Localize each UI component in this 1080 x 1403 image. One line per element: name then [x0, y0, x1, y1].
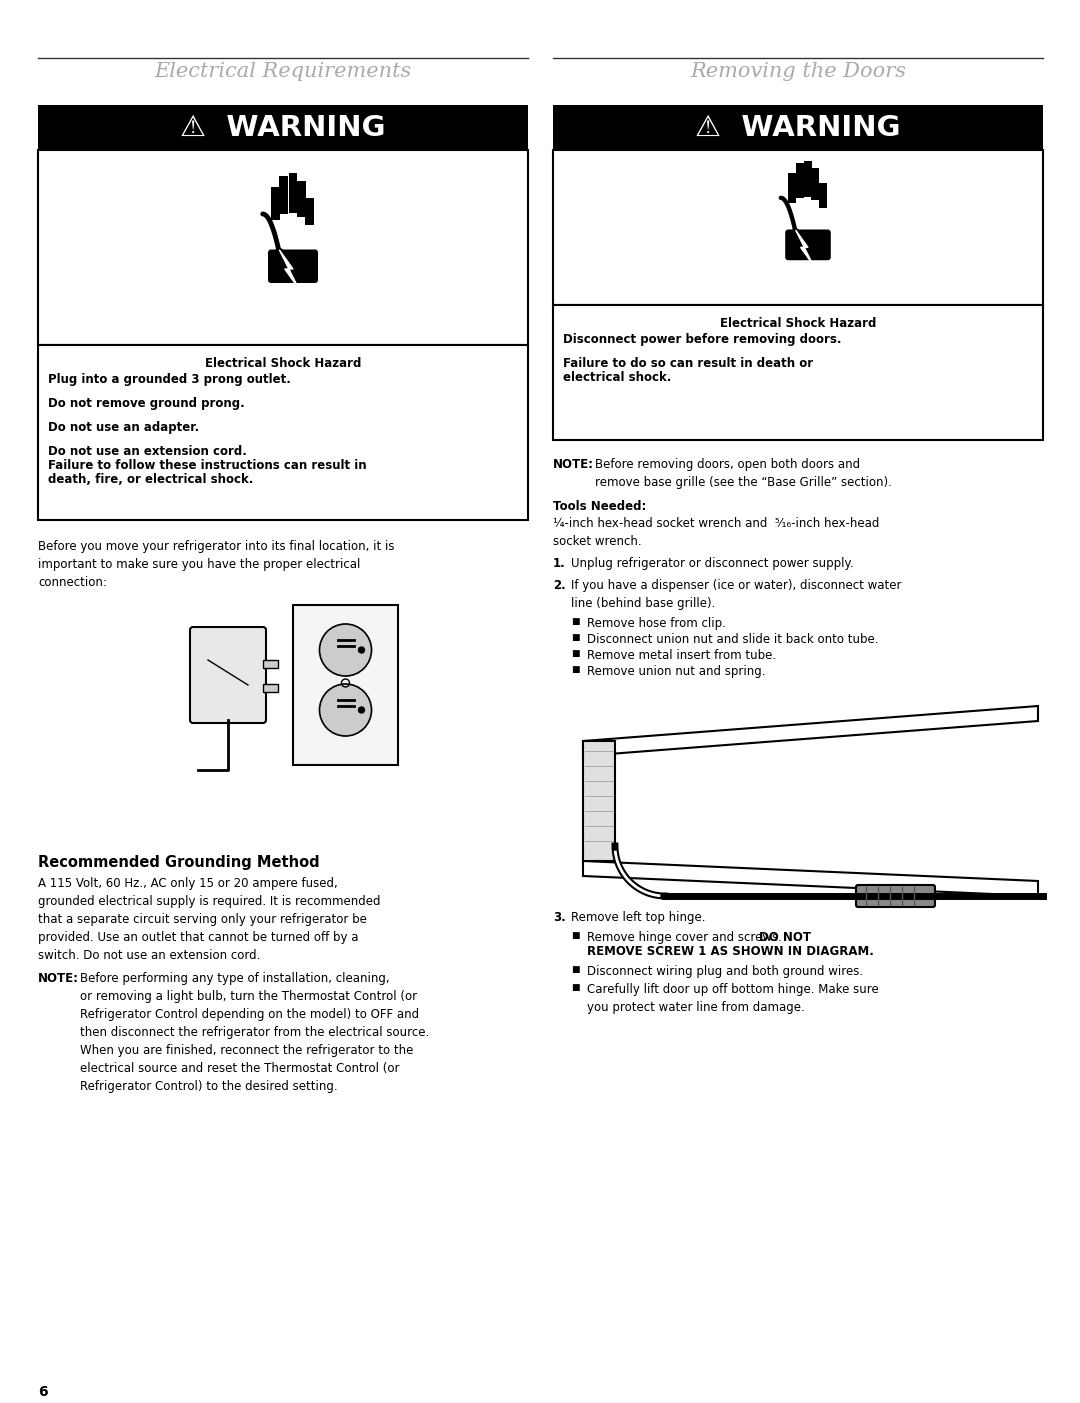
Text: Failure to do so can result in death or: Failure to do so can result in death or [563, 356, 813, 370]
Text: ■: ■ [571, 633, 580, 643]
FancyBboxPatch shape [785, 230, 831, 260]
Text: NOTE:: NOTE: [38, 972, 79, 985]
Circle shape [792, 229, 799, 236]
Text: Before removing doors, open both doors and
remove base grille (see the “Base Gri: Before removing doors, open both doors a… [595, 457, 892, 490]
Text: Before performing any type of installation, cleaning,
or removing a light bulb, : Before performing any type of installati… [80, 972, 429, 1093]
Bar [788, 173, 796, 203]
Bar [796, 163, 804, 198]
Bar [264, 659, 278, 668]
Text: ¼-inch hex-head socket wrench and  ⁵⁄₁₆-inch hex-head
socket wrench.: ¼-inch hex-head socket wrench and ⁵⁄₁₆-i… [553, 516, 879, 549]
Circle shape [359, 707, 365, 713]
Text: ■: ■ [571, 965, 580, 974]
Text: Remove hose from clip.: Remove hose from clip. [588, 617, 726, 630]
Bar [293, 605, 399, 765]
Text: Tools Needed:: Tools Needed: [553, 499, 646, 513]
Bar [804, 161, 812, 196]
Text: Before you move your refrigerator into its final location, it is
important to ma: Before you move your refrigerator into i… [38, 540, 394, 589]
Bar [811, 168, 820, 201]
Circle shape [320, 685, 372, 737]
Bar [553, 105, 1043, 150]
Text: Unplug refrigerator or disconnect power supply.: Unplug refrigerator or disconnect power … [571, 557, 853, 570]
FancyBboxPatch shape [856, 885, 935, 906]
Text: Plug into a grounded 3 prong outlet.: Plug into a grounded 3 prong outlet. [48, 373, 291, 386]
Bar [553, 150, 1043, 304]
FancyBboxPatch shape [190, 627, 266, 723]
Text: 2.: 2. [553, 579, 566, 592]
Text: Electrical Shock Hazard: Electrical Shock Hazard [719, 317, 876, 330]
Text: Do not use an adapter.: Do not use an adapter. [48, 421, 199, 434]
Text: If you have a dispenser (ice or water), disconnect water
line (behind base grill: If you have a dispenser (ice or water), … [571, 579, 902, 610]
Text: Electrical Shock Hazard: Electrical Shock Hazard [205, 356, 361, 370]
Bar [306, 198, 314, 224]
Text: Remove metal insert from tube.: Remove metal insert from tube. [588, 650, 777, 662]
Text: Do not use an extension cord.: Do not use an extension cord. [48, 445, 247, 457]
Bar [38, 150, 528, 345]
Text: Disconnect union nut and slide it back onto tube.: Disconnect union nut and slide it back o… [588, 633, 878, 645]
Text: 3.: 3. [553, 911, 566, 925]
Polygon shape [796, 230, 813, 265]
Text: Carefully lift door up off bottom hinge. Make sure
you protect water line from d: Carefully lift door up off bottom hinge.… [588, 984, 879, 1014]
Text: Disconnect power before removing doors.: Disconnect power before removing doors. [563, 333, 841, 347]
Bar [583, 741, 615, 861]
FancyBboxPatch shape [268, 250, 318, 283]
Bar [271, 187, 280, 219]
Bar [38, 345, 528, 521]
Text: 1.: 1. [553, 557, 566, 570]
Polygon shape [280, 250, 298, 288]
Bar [297, 181, 306, 216]
Text: Disconnect wiring plug and both ground wires.: Disconnect wiring plug and both ground w… [588, 965, 863, 978]
Text: ■: ■ [571, 665, 580, 673]
Circle shape [275, 248, 283, 257]
Bar [38, 105, 528, 150]
Text: ■: ■ [571, 932, 580, 940]
Text: ⚠  WARNING: ⚠ WARNING [180, 114, 386, 142]
Polygon shape [583, 706, 1038, 756]
Polygon shape [583, 861, 1038, 897]
Text: ■: ■ [571, 650, 580, 658]
Bar [264, 685, 278, 692]
Bar [553, 304, 1043, 441]
Text: A 115 Volt, 60 Hz., AC only 15 or 20 ampere fused,
grounded electrical supply is: A 115 Volt, 60 Hz., AC only 15 or 20 amp… [38, 877, 380, 962]
Text: REMOVE SCREW 1 AS SHOWN IN DIAGRAM.: REMOVE SCREW 1 AS SHOWN IN DIAGRAM. [588, 946, 874, 958]
Text: Removing the Doors: Removing the Doors [690, 62, 906, 81]
Text: ■: ■ [571, 617, 580, 626]
Circle shape [320, 624, 372, 676]
Text: Remove left top hinge.: Remove left top hinge. [571, 911, 705, 925]
Bar [819, 182, 827, 208]
Text: NOTE:: NOTE: [553, 457, 594, 471]
Circle shape [359, 647, 365, 652]
Text: death, fire, or electrical shock.: death, fire, or electrical shock. [48, 473, 254, 485]
Text: electrical shock.: electrical shock. [563, 370, 672, 384]
Text: Remove hinge cover and screws.: Remove hinge cover and screws. [588, 932, 785, 944]
Bar [288, 174, 297, 213]
Text: Do not remove ground prong.: Do not remove ground prong. [48, 397, 245, 410]
Text: ⚠  WARNING: ⚠ WARNING [696, 114, 901, 142]
Text: Remove union nut and spring.: Remove union nut and spring. [588, 665, 766, 678]
Text: ■: ■ [571, 984, 580, 992]
Text: DO NOT: DO NOT [759, 932, 811, 944]
Text: Electrical Requirements: Electrical Requirements [154, 62, 411, 81]
Text: 6: 6 [38, 1385, 48, 1399]
Bar [280, 175, 288, 215]
Text: Recommended Grounding Method: Recommended Grounding Method [38, 854, 320, 870]
Text: Failure to follow these instructions can result in: Failure to follow these instructions can… [48, 459, 366, 471]
